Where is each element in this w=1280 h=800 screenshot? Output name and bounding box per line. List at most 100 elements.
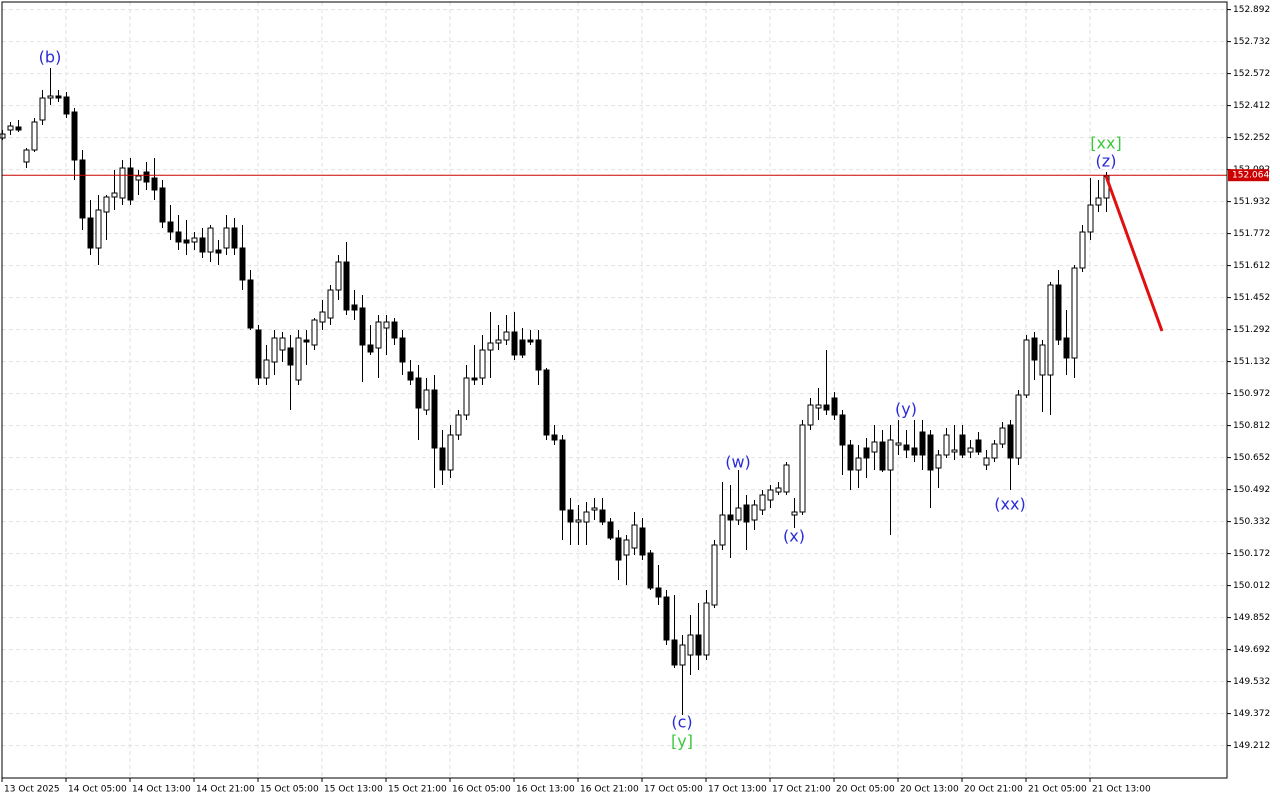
candle-body xyxy=(7,125,14,131)
candle-body xyxy=(479,349,486,379)
candle-body xyxy=(871,441,878,453)
candle-body xyxy=(719,514,726,546)
candle-body xyxy=(31,121,38,151)
candle-body xyxy=(1023,339,1030,396)
candle-body xyxy=(1063,337,1070,359)
candle-body xyxy=(447,434,454,471)
candle-body xyxy=(831,397,838,416)
candle-body xyxy=(887,439,894,471)
candle-body xyxy=(255,329,262,379)
candle-body xyxy=(671,639,678,666)
candle-body xyxy=(271,337,278,363)
candle-body xyxy=(295,337,302,381)
wave-label: (w) xyxy=(725,453,751,472)
candle-body xyxy=(839,414,846,446)
candle-body xyxy=(983,457,990,466)
x-tick-label: 20 Oct 21:00 xyxy=(964,785,1023,795)
y-tick-label: 152.572 xyxy=(1233,69,1270,79)
candle-body xyxy=(791,511,798,516)
candle-body xyxy=(423,389,430,411)
candle-body xyxy=(751,504,758,521)
candle-body xyxy=(159,187,166,223)
candle-body xyxy=(527,339,534,343)
candle-body xyxy=(1007,424,1014,459)
candle-body xyxy=(1047,284,1054,376)
candle-body xyxy=(863,447,870,459)
candle-body xyxy=(39,97,46,121)
candle-body xyxy=(471,377,478,381)
candle-body xyxy=(783,464,790,493)
y-tick-label: 149.692 xyxy=(1233,645,1270,655)
wave-label: (xx) xyxy=(994,495,1025,514)
candle-body xyxy=(207,227,214,253)
candle-body xyxy=(775,487,782,493)
y-tick-label: 152.732 xyxy=(1233,37,1270,47)
candle-body xyxy=(23,149,30,163)
candle-body xyxy=(215,249,222,254)
candle-body xyxy=(743,504,750,523)
candle-body xyxy=(231,227,238,249)
x-tick-label: 17 Oct 05:00 xyxy=(644,785,703,795)
candle-body xyxy=(735,507,742,521)
candle-body xyxy=(519,339,526,356)
candle-body xyxy=(455,414,462,436)
candle-body xyxy=(143,171,150,183)
candle-body xyxy=(1039,344,1046,376)
candle-body xyxy=(1055,284,1062,341)
candle-body xyxy=(727,514,734,521)
candle-body xyxy=(351,304,358,311)
candle-body xyxy=(431,389,438,449)
candle-body xyxy=(391,321,398,339)
wave-label: (c) xyxy=(671,713,692,732)
candle-body xyxy=(191,237,198,243)
y-tick-label: 150.972 xyxy=(1233,389,1270,399)
candle-body xyxy=(807,404,814,426)
candle-body xyxy=(119,167,126,199)
wave-label: (y) xyxy=(895,400,917,419)
x-tick-label: 20 Oct 13:00 xyxy=(900,785,959,795)
candle-body xyxy=(567,509,574,523)
candle-body xyxy=(911,447,918,456)
candle-body xyxy=(687,634,694,656)
candle-body xyxy=(279,337,286,351)
candle-body xyxy=(79,159,86,219)
x-tick-label: 16 Oct 13:00 xyxy=(516,785,575,795)
candle-body xyxy=(383,321,390,329)
x-tick-label: 14 Oct 13:00 xyxy=(132,785,191,795)
candle-body xyxy=(175,231,182,243)
y-tick-label: 151.452 xyxy=(1233,293,1270,303)
candle-body xyxy=(135,175,142,181)
candle-body xyxy=(55,95,62,99)
candle-body xyxy=(631,524,638,549)
candle-body xyxy=(503,331,510,341)
candle-body xyxy=(415,377,422,409)
candle-body xyxy=(943,434,950,456)
candle-body xyxy=(15,126,22,131)
y-tick-label: 150.332 xyxy=(1233,517,1270,527)
candle-body xyxy=(535,339,542,371)
y-tick-label: 150.652 xyxy=(1233,453,1270,463)
candle-body xyxy=(487,342,494,351)
y-tick-label: 149.532 xyxy=(1233,677,1270,687)
y-tick-label: 149.852 xyxy=(1233,613,1270,623)
x-tick-label: 15 Oct 21:00 xyxy=(388,785,447,795)
candle-body xyxy=(623,539,630,556)
candle-body xyxy=(303,339,310,343)
candle-body xyxy=(103,196,110,213)
x-tick-label: 14 Oct 21:00 xyxy=(196,785,255,795)
forecast-arrow xyxy=(1104,175,1164,332)
candle-body xyxy=(919,431,926,456)
candle-body xyxy=(1071,267,1078,359)
wave-label: (z) xyxy=(1096,152,1117,171)
candle-body xyxy=(607,521,614,539)
wave-label: [y] xyxy=(671,732,693,751)
y-tick-label: 151.612 xyxy=(1233,261,1270,271)
candle-body xyxy=(583,511,590,523)
candle-body xyxy=(767,489,774,501)
candle-body xyxy=(1095,197,1102,206)
candle-body xyxy=(407,371,414,381)
candle-body xyxy=(311,319,318,346)
y-tick-label: 152.892 xyxy=(1233,5,1270,15)
candle-body xyxy=(903,444,910,451)
